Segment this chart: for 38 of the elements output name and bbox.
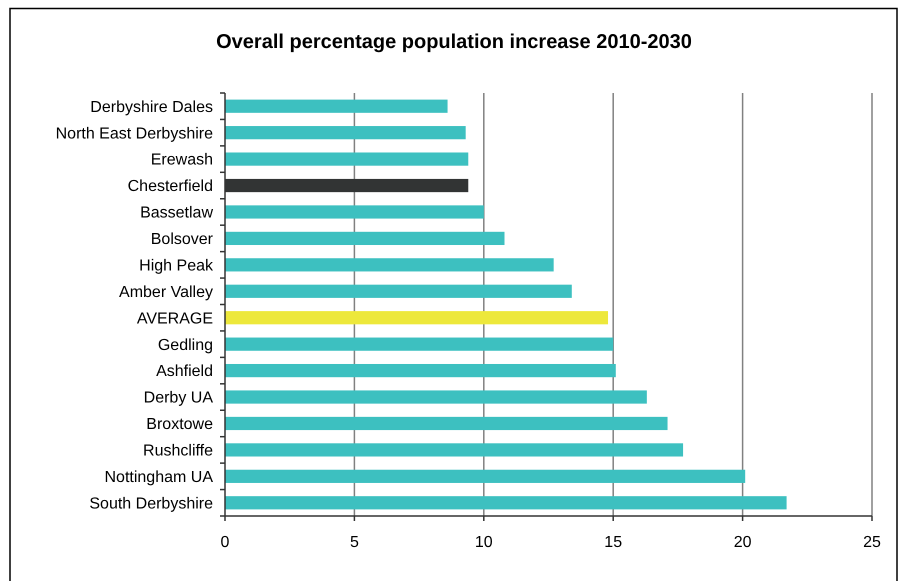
- y-tick-label: Amber Valley: [119, 284, 213, 301]
- y-tick-label: Gedling: [158, 336, 213, 354]
- x-tick-label: 5: [350, 534, 359, 551]
- x-tick-label: 10: [474, 534, 493, 551]
- bar: [225, 416, 668, 430]
- y-tick-label: Chesterfield: [128, 178, 213, 196]
- y-tick-label: Bassetlaw: [140, 204, 214, 222]
- bar: [225, 232, 505, 246]
- y-tick-label: Derby UA: [144, 390, 214, 407]
- y-tick-label: Bolsover: [150, 231, 214, 248]
- bar: [225, 205, 484, 219]
- y-tick-label: South Derbyshire: [89, 495, 214, 512]
- x-tick-label: 0: [220, 534, 230, 551]
- x-tick-label: 15: [604, 534, 622, 551]
- y-tick-label: North East Derbyshire: [56, 125, 214, 142]
- y-tick-label: Rushcliffe: [143, 442, 214, 460]
- y-tick-label: AVERAGE: [136, 310, 213, 328]
- y-tick-label: Derbyshire Dales: [90, 98, 213, 116]
- bar: [225, 496, 787, 510]
- y-tick-label: Ashfield: [156, 363, 213, 380]
- bar: [225, 152, 468, 166]
- bar: [225, 338, 614, 351]
- y-tick-label: Erewash: [150, 152, 213, 169]
- bar: [225, 364, 616, 378]
- bar: [225, 284, 572, 298]
- x-tick-label: 20: [734, 534, 752, 551]
- bar: [225, 100, 448, 113]
- bar: [225, 126, 466, 140]
- y-tick-label: High Peak: [139, 257, 214, 274]
- x-tick-label: 25: [863, 534, 881, 551]
- y-tick-label: Nottingham UA: [104, 468, 214, 486]
- bar: [225, 311, 608, 324]
- bar: [225, 470, 746, 483]
- chart-title: Overall percentage population increase 2010-2030: [216, 31, 692, 53]
- y-tick-label: Broxtowe: [146, 416, 214, 434]
- bar: [225, 443, 684, 457]
- bar: [225, 258, 554, 272]
- bar: [225, 390, 647, 404]
